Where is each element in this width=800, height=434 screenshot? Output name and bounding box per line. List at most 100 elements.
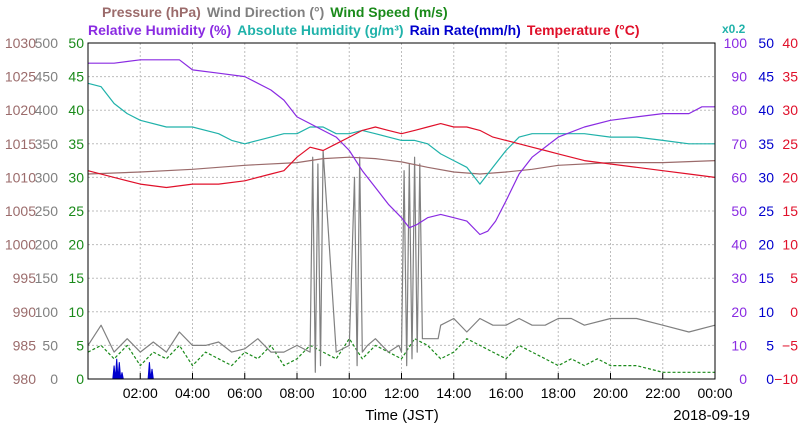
- tick-pressure-3: 995: [13, 270, 37, 286]
- tick-temperature-8: 30: [782, 102, 798, 118]
- right-axes: 0102030405060708090100051015202530354045…: [724, 35, 799, 387]
- tick-pressure-10: 1030: [5, 35, 36, 51]
- tick-temperature-3: 5: [790, 270, 798, 286]
- tick-temperature-2: 0: [790, 304, 798, 320]
- series-wind-speed-m-s: [87, 338, 715, 373]
- tick-humidity-1: 10: [731, 337, 747, 353]
- tick-pressure-5: 1005: [5, 203, 36, 219]
- tick-rain-rate-3: 15: [758, 270, 774, 286]
- tick-humidity-3: 30: [731, 270, 747, 286]
- tick-humidity-6: 60: [731, 169, 747, 185]
- tick-rain-rate-0: 0: [766, 371, 774, 387]
- series-pressure-hpa: [87, 156, 716, 175]
- tick-pressure-4: 1000: [5, 237, 36, 253]
- tick-temperature-7: 25: [782, 136, 798, 152]
- tick-pressure-9: 1025: [5, 69, 36, 85]
- tick-rain-rate-9: 45: [758, 69, 774, 85]
- title-area: Pressure (hPa) Wind Direction (°) Wind Spe…: [88, 4, 746, 38]
- tick-wind-direction-1: 50: [42, 337, 58, 353]
- legend-row-2: Relative Humidity (%) Absolute Humidity (…: [88, 22, 640, 38]
- tick-wind-speed-2: 10: [68, 304, 84, 320]
- grid: [88, 43, 715, 379]
- tick-rain-rate-4: 20: [758, 237, 774, 253]
- tick-wind-direction-5: 250: [35, 203, 59, 219]
- tick-wind-direction-9: 450: [35, 69, 59, 85]
- legend-relative-humidity: Relative Humidity (%): [88, 22, 231, 38]
- series-absolute-humidity-g-m: [87, 82, 715, 185]
- tick-wind-direction-8: 400: [35, 102, 59, 118]
- tick-pressure-6: 1010: [5, 169, 36, 185]
- tick-wind-direction-10: 500: [35, 35, 59, 51]
- tick-rain-rate-10: 50: [758, 35, 774, 51]
- tick-rain-rate-6: 30: [758, 169, 774, 185]
- legend-row-1: Pressure (hPa) Wind Direction (°) Wind Spe…: [102, 4, 448, 20]
- tick-humidity-2: 20: [731, 304, 747, 320]
- tick-temperature-9: 35: [782, 69, 798, 85]
- x-tick-label-5: 12:00: [384, 385, 419, 401]
- tick-pressure-0: 980: [13, 371, 37, 387]
- tick-rain-rate-2: 10: [758, 304, 774, 320]
- chart-date: 2018-09-19: [673, 407, 750, 424]
- series-relative-humidity: [88, 59, 715, 236]
- tick-humidity-9: 90: [731, 69, 747, 85]
- legend-rain-rate-mm-h: Rain Rate(mm/h): [410, 22, 521, 38]
- tick-temperature-5: 15: [782, 203, 798, 219]
- tick-pressure-8: 1020: [5, 102, 36, 118]
- left-axes: 9809859909951000100510101015102010251030…: [5, 35, 84, 387]
- x-tick-label-7: 16:00: [488, 385, 523, 401]
- tick-pressure-7: 1015: [5, 136, 36, 152]
- tick-wind-speed-9: 45: [68, 69, 84, 85]
- legend-wind-direction: Wind Direction (°): [207, 4, 324, 20]
- tick-temperature-1: −5: [782, 337, 798, 353]
- x-axis: 02:00 04:00 06:00 08:00 10:00 12:00 14:00 16:00…: [123, 373, 733, 401]
- tick-wind-speed-8: 40: [68, 102, 84, 118]
- tick-pressure-2: 990: [13, 304, 37, 320]
- tick-temperature-4: 10: [782, 237, 798, 253]
- tick-humidity-7: 70: [731, 136, 747, 152]
- x-tick-label-1: 04:00: [175, 385, 210, 401]
- legend-pressure-hpa: Pressure (hPa): [102, 4, 201, 20]
- tick-wind-speed-5: 25: [68, 203, 84, 219]
- tick-humidity-10: 100: [724, 35, 748, 51]
- tick-wind-direction-3: 150: [35, 270, 59, 286]
- tick-temperature-0: −10: [774, 371, 798, 387]
- x-tick-label-8: 18:00: [541, 385, 576, 401]
- legend-temperature-c: Temperature (°C): [527, 22, 640, 38]
- tick-wind-speed-1: 5: [76, 337, 84, 353]
- tick-humidity-8: 80: [731, 102, 747, 118]
- tick-pressure-1: 985: [13, 337, 37, 353]
- series-wind-direction: [87, 149, 716, 373]
- x-tick-label-4: 10:00: [332, 385, 367, 401]
- tick-rain-rate-5: 25: [758, 203, 774, 219]
- x-axis-label: Time (JST): [365, 407, 439, 424]
- x-tick-label-2: 06:00: [227, 385, 262, 401]
- tick-wind-direction-4: 200: [35, 237, 59, 253]
- tick-humidity-5: 50: [731, 203, 747, 219]
- x-tick-label-0: 02:00: [123, 385, 158, 401]
- tick-wind-direction-6: 300: [35, 169, 59, 185]
- tick-rain-rate-1: 5: [766, 337, 774, 353]
- series-temperature-c: [87, 122, 716, 189]
- x-tick-label-10: 22:00: [645, 385, 680, 401]
- tick-rain-rate-7: 35: [758, 136, 774, 152]
- tick-wind-speed-3: 15: [68, 270, 84, 286]
- legend-wind-speed-m-s: Wind Speed (m/s): [330, 4, 447, 20]
- tick-humidity-0: 0: [739, 371, 747, 387]
- x-tick-label-3: 08:00: [279, 385, 314, 401]
- tick-wind-speed-6: 30: [68, 169, 84, 185]
- tick-wind-direction-7: 350: [35, 136, 59, 152]
- x-tick-label-11: 00:00: [697, 385, 732, 401]
- tick-wind-direction-0: 0: [50, 371, 58, 387]
- x-tick-label-6: 14:00: [436, 385, 471, 401]
- tick-wind-speed-10: 50: [68, 35, 84, 51]
- tick-humidity-4: 40: [731, 237, 747, 253]
- tick-wind-speed-0: 0: [76, 371, 84, 387]
- tick-wind-speed-4: 20: [68, 237, 84, 253]
- tick-wind-speed-7: 35: [68, 136, 84, 152]
- tick-rain-rate-8: 40: [758, 102, 774, 118]
- legend-absolute-humidity-g-m: Absolute Humidity (g/m³): [237, 22, 403, 38]
- tick-temperature-10: 40: [782, 35, 798, 51]
- tick-temperature-6: 20: [782, 169, 798, 185]
- tick-wind-direction-2: 100: [35, 304, 59, 320]
